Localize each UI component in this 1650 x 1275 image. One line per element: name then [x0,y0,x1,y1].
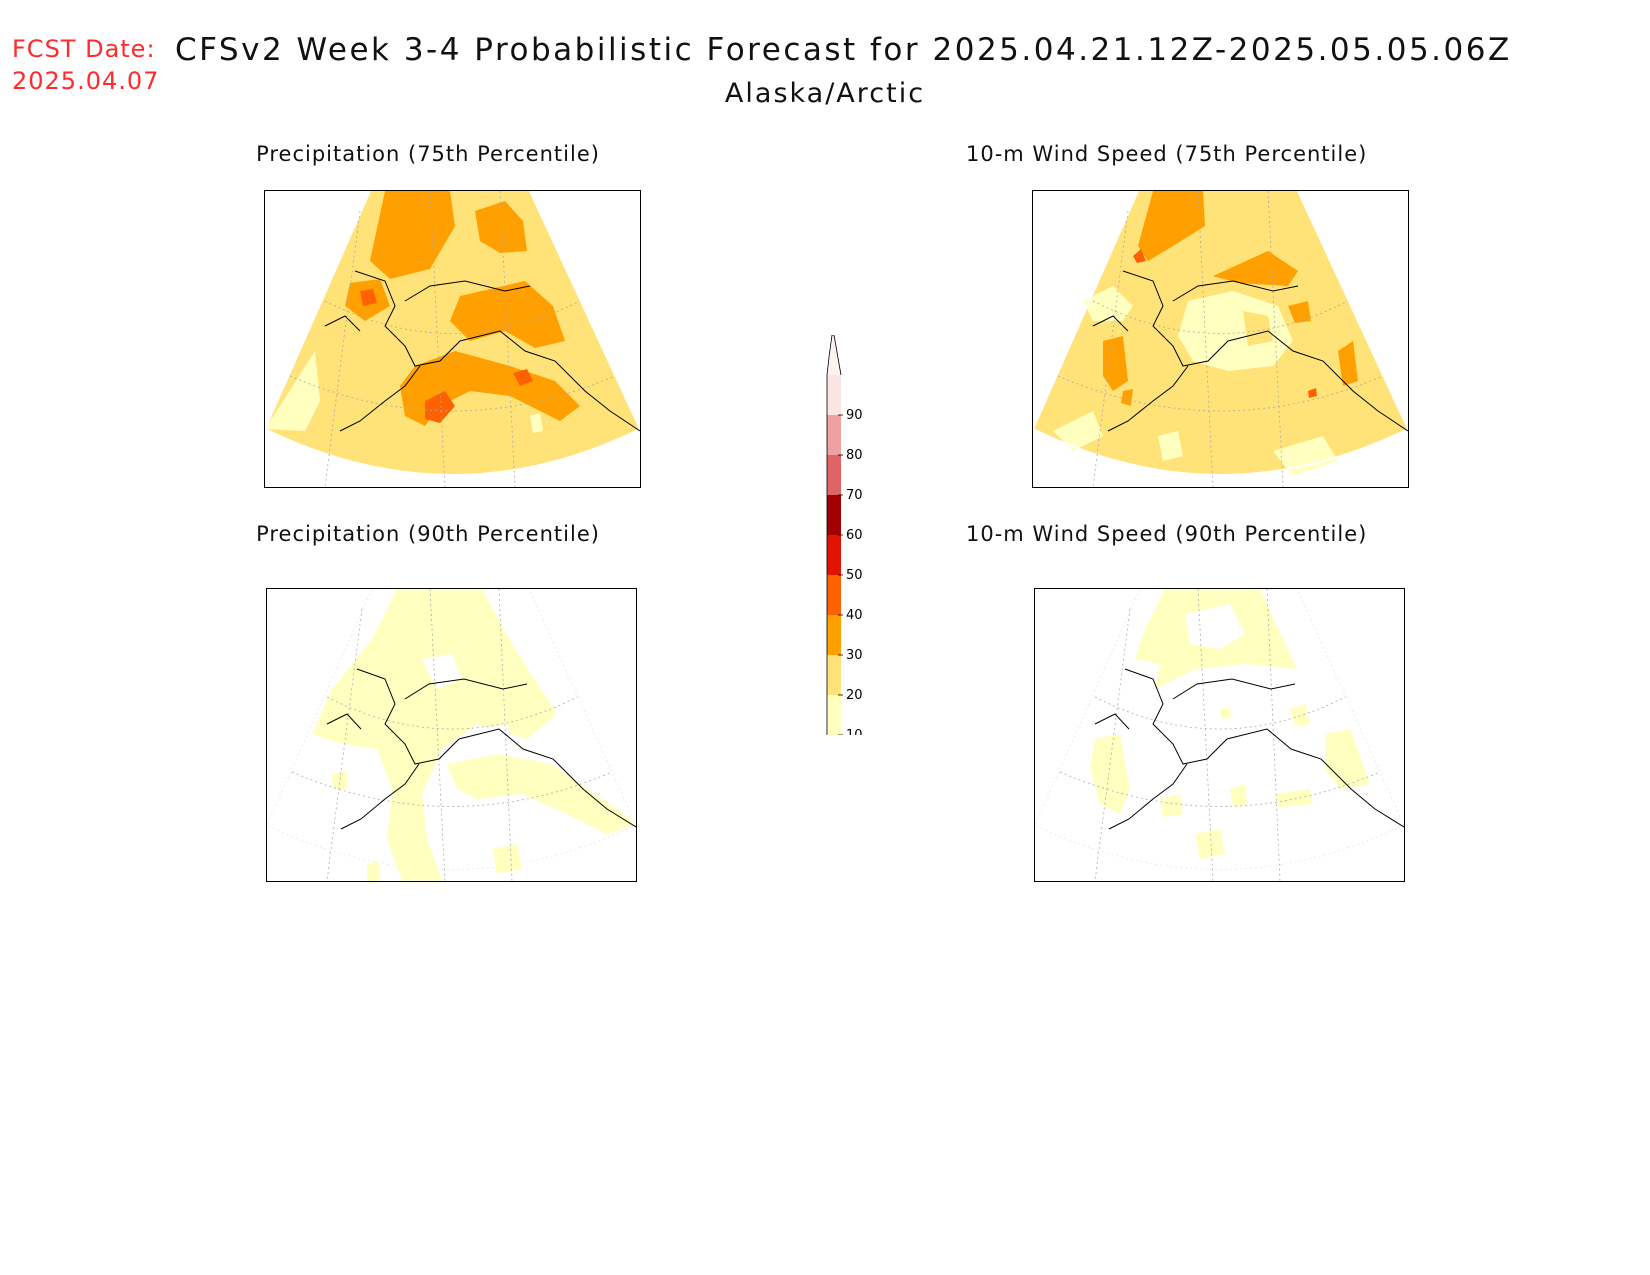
fcst-date-value: 2025.04.07 [12,67,160,95]
panel-title-precip-90: Precipitation (90th Percentile) [256,522,600,546]
map-panel-precip-75 [264,190,641,488]
map-wind-90 [1035,589,1404,881]
page-title: CFSv2 Week 3-4 Probabilistic Forecast fo… [175,32,1512,68]
legend-swatch-40 [827,575,841,615]
map-wind-75 [1033,191,1408,487]
legend-tick-label-10: 10 [846,728,863,735]
region-subtitle: Alaska/Arctic [724,78,926,109]
legend-tick-label-60: 60 [846,528,863,543]
coastline [326,668,636,830]
legend-swatch-20 [827,655,841,695]
coastline [1094,668,1404,830]
legend-tick-label-80: 80 [846,448,863,463]
panel-title-wind-90: 10-m Wind Speed (90th Percentile) [966,522,1368,546]
legend-swatch-70 [827,455,841,495]
legend-swatch-60 [827,495,841,535]
forecast-domain [1033,191,1408,476]
coastline [1092,270,1408,432]
legend-swatch-50 [827,535,841,575]
color-legend: 10 20 30 40 50 60 70 80 90 [826,335,863,735]
legend-swatch-90 [827,375,841,415]
legend-swatch-80 [827,415,841,455]
graticule [289,191,616,487]
forecast-domain [1035,589,1404,870]
map-precip-75 [265,191,640,487]
panel-title-precip-75: Precipitation (75th Percentile) [256,142,600,166]
legend-tick-label-30: 30 [846,648,863,663]
legend-tick-label-70: 70 [846,488,863,503]
legend-top-cap [826,335,842,376]
forecast-domain [265,191,640,475]
legend-tick-label-20: 20 [846,688,863,703]
graticule [1057,191,1384,487]
map-panel-wind-90 [1034,588,1405,882]
map-panel-wind-75 [1032,190,1409,488]
coastline [324,270,640,432]
map-precip-90 [267,589,636,881]
legend-swatch-30 [827,615,841,655]
legend-tick-label-90: 90 [846,408,863,423]
legend-swatch-10 [827,695,841,735]
forecast-domain [267,589,636,881]
fcst-date-label: FCST Date: [12,35,156,63]
panel-title-wind-75: 10-m Wind Speed (75th Percentile) [966,142,1368,166]
legend-tick-label-40: 40 [846,608,863,623]
legend-tick-label-50: 50 [846,568,863,583]
map-panel-precip-90 [266,588,637,882]
